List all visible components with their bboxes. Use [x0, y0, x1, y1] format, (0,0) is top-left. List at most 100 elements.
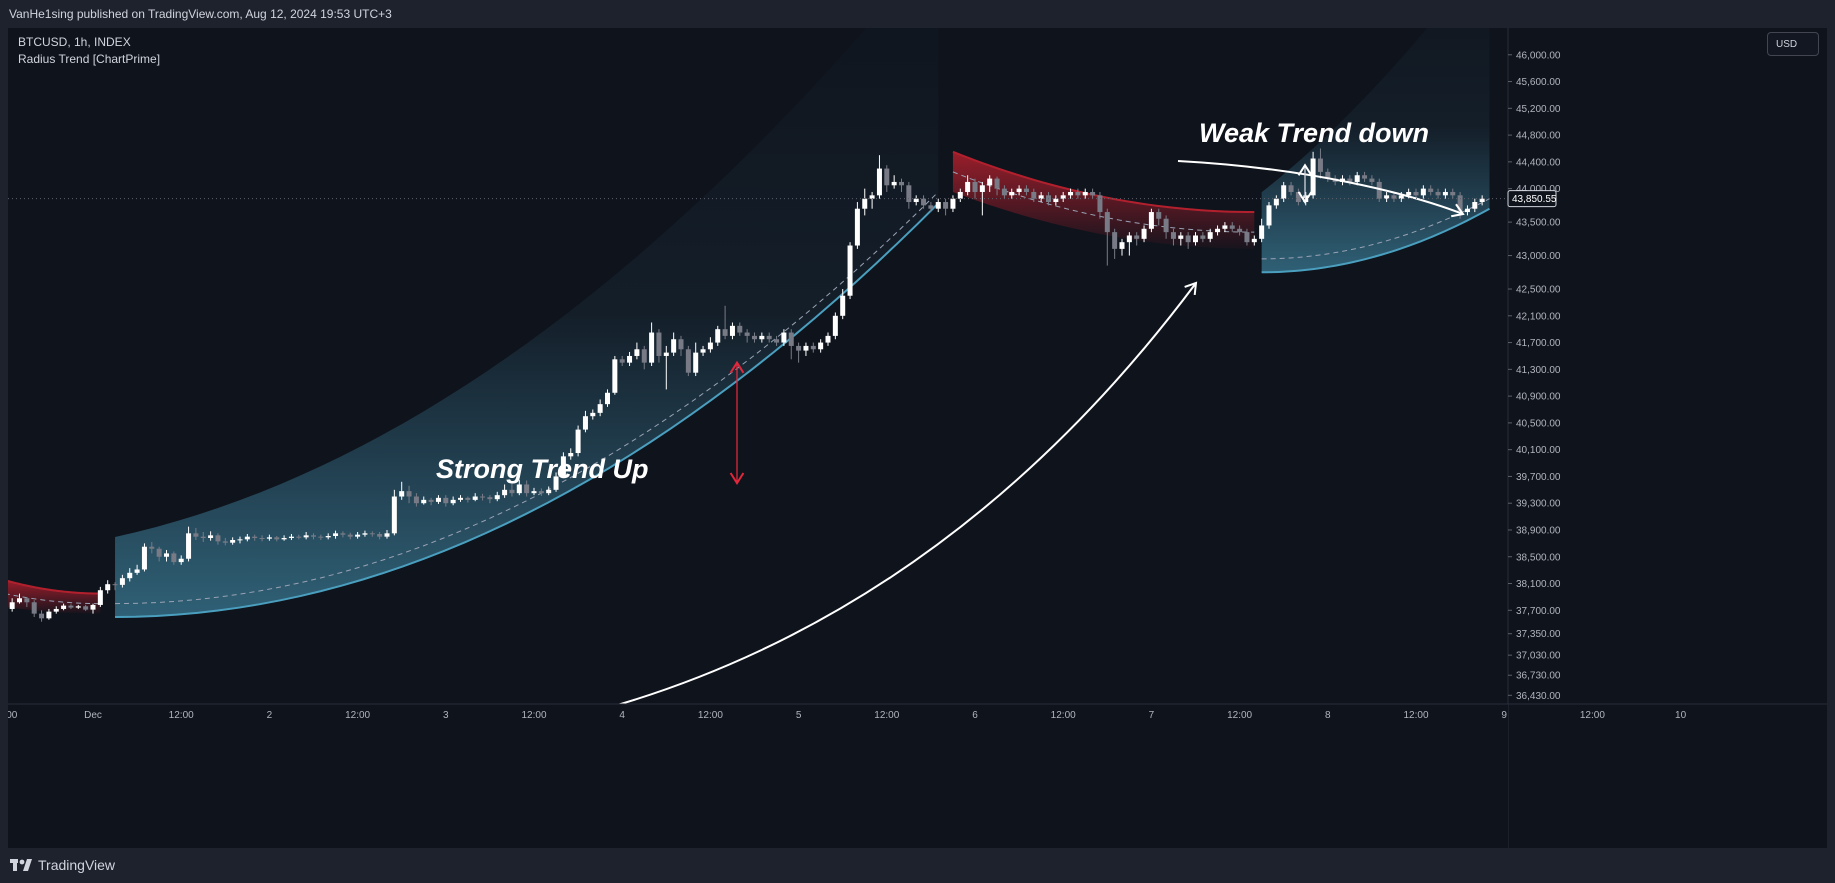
radius-trend-bands [8, 28, 1490, 618]
curved-arrow-up-head [1184, 281, 1198, 296]
annotation-strong-trend-up: Strong Trend Up [436, 454, 649, 484]
legend-indicator[interactable]: Radius Trend [ChartPrime] [18, 52, 161, 66]
candle-body-28 [208, 535, 214, 539]
candle-body-73 [538, 491, 544, 494]
candle-body-201 [1479, 198, 1485, 203]
candle-body-185 [1362, 175, 1368, 179]
candle-body-16 [119, 578, 125, 585]
trend-band-up-3 [1261, 28, 1490, 273]
candle-body-193 [1420, 188, 1426, 196]
currency-button[interactable]: USD [1767, 32, 1819, 56]
price-tick-label-23: 36,730.00 [1516, 671, 1561, 682]
price-chart[interactable]: 46,000.00 45,600.00 45,200.00 44,800.00 44,4… [8, 28, 1827, 848]
candle-body-58 [428, 499, 434, 502]
legend-symbol[interactable]: BTCUSD, 1h, INDEX [18, 35, 131, 49]
candle-body-117 [862, 198, 868, 209]
candle-body-53 [391, 496, 397, 534]
candle-body-180 [1325, 171, 1331, 179]
candle-body-41 [303, 535, 309, 538]
candle-body-118 [869, 195, 875, 199]
candle-body-94 [693, 352, 699, 373]
candle-body-75 [553, 476, 559, 490]
candle-body-57 [421, 499, 427, 504]
curved-arrow-down-head [1451, 203, 1465, 218]
time-tick-label-11: 6 [972, 710, 978, 721]
price-tick-label-22: 37,030.00 [1516, 651, 1561, 662]
candle-body-184 [1354, 175, 1360, 182]
time-tick-label-16: 12:00 [1403, 710, 1428, 721]
time-tick-label-2: 12:00 [169, 710, 194, 721]
candle-body-191 [1406, 191, 1412, 196]
time-axis[interactable] [8, 704, 1508, 848]
price-tick-label-9: 42,100.00 [1516, 311, 1561, 322]
candle-body-149 [1097, 195, 1103, 213]
candle-body-166 [1222, 225, 1228, 229]
candle-body-96 [707, 342, 713, 350]
candle-body-124 [913, 198, 919, 203]
price-axis[interactable] [1508, 28, 1827, 848]
candle-body-42 [311, 535, 316, 537]
publish-info-bar: VanHe1sing published on TradingView.com,… [0, 0, 1835, 28]
price-tick-label-18: 38,500.00 [1516, 552, 1561, 563]
range-marker-red-top [729, 360, 745, 374]
candle-body-120 [884, 168, 890, 186]
trend-midline-0 [8, 593, 101, 605]
tradingview-logo[interactable]: TradingView [10, 857, 115, 873]
candle-body-2 [17, 598, 22, 603]
candle-body-132 [972, 181, 978, 192]
candle-body-183 [1347, 178, 1353, 182]
candle-body-78 [575, 429, 581, 454]
candle-body-173 [1273, 198, 1279, 206]
candle-body-74 [546, 489, 552, 494]
candle-body-107 [788, 332, 794, 346]
candle-body-85 [627, 355, 633, 363]
price-tick-label-21: 37,350.00 [1516, 629, 1561, 640]
candle-body-6 [46, 611, 52, 619]
candle-body-15 [112, 584, 118, 586]
candle-body-93 [685, 349, 691, 373]
candle-body-192 [1413, 191, 1419, 196]
time-tick-label-7: 4 [619, 710, 625, 721]
time-tick-label-9: 5 [796, 710, 802, 721]
last-price-text: 43,850.55 [1512, 194, 1557, 205]
candle-body-79 [582, 416, 588, 430]
candle-body-167 [1229, 225, 1235, 229]
candle-body-121 [891, 181, 897, 186]
candle-body-89 [656, 332, 662, 356]
candle-body-161 [1185, 235, 1191, 243]
time-tick-label-0: 12:00 [8, 710, 18, 721]
candle-body-133 [979, 185, 985, 192]
candle-body-50 [369, 533, 375, 535]
candle-body-131 [965, 181, 971, 192]
candle-body-87 [641, 349, 647, 363]
candle-body-18 [134, 569, 140, 573]
price-tick-label-13: 40,500.00 [1516, 418, 1561, 429]
candle-body-19 [141, 546, 147, 570]
chart-area[interactable]: 46,000.00 45,600.00 45,200.00 44,800.00 44,4… [8, 28, 1827, 848]
time-tick-label-19: 10 [1675, 710, 1687, 721]
time-tick-label-6: 12:00 [521, 710, 546, 721]
candle-body-162 [1193, 235, 1198, 243]
price-tick-label-4: 44,400.00 [1516, 157, 1561, 168]
candle-body-115 [847, 245, 853, 296]
candle-body-32 [237, 539, 243, 541]
candle-body-102 [752, 335, 757, 340]
candle-body-29 [215, 535, 221, 542]
candle-body-178 [1310, 158, 1316, 196]
candle-body-126 [928, 205, 934, 209]
candle-body-157 [1156, 212, 1162, 219]
candle-body-194 [1428, 188, 1434, 192]
candle-body-152 [1119, 242, 1125, 249]
candle-body-172 [1266, 205, 1272, 226]
time-tick-label-15: 8 [1325, 710, 1331, 721]
price-tick-label-14: 40,100.00 [1516, 445, 1561, 456]
candle-body-165 [1215, 228, 1221, 233]
candle-body-113 [832, 315, 838, 336]
candle-body-177 [1303, 195, 1309, 203]
candle-body-51 [377, 533, 383, 537]
candle-body-52 [384, 533, 390, 537]
candle-body-3 [24, 598, 30, 603]
candle-body-31 [230, 540, 236, 543]
candle-body-46 [340, 533, 346, 535]
price-tick-label-8: 42,500.00 [1516, 285, 1561, 296]
